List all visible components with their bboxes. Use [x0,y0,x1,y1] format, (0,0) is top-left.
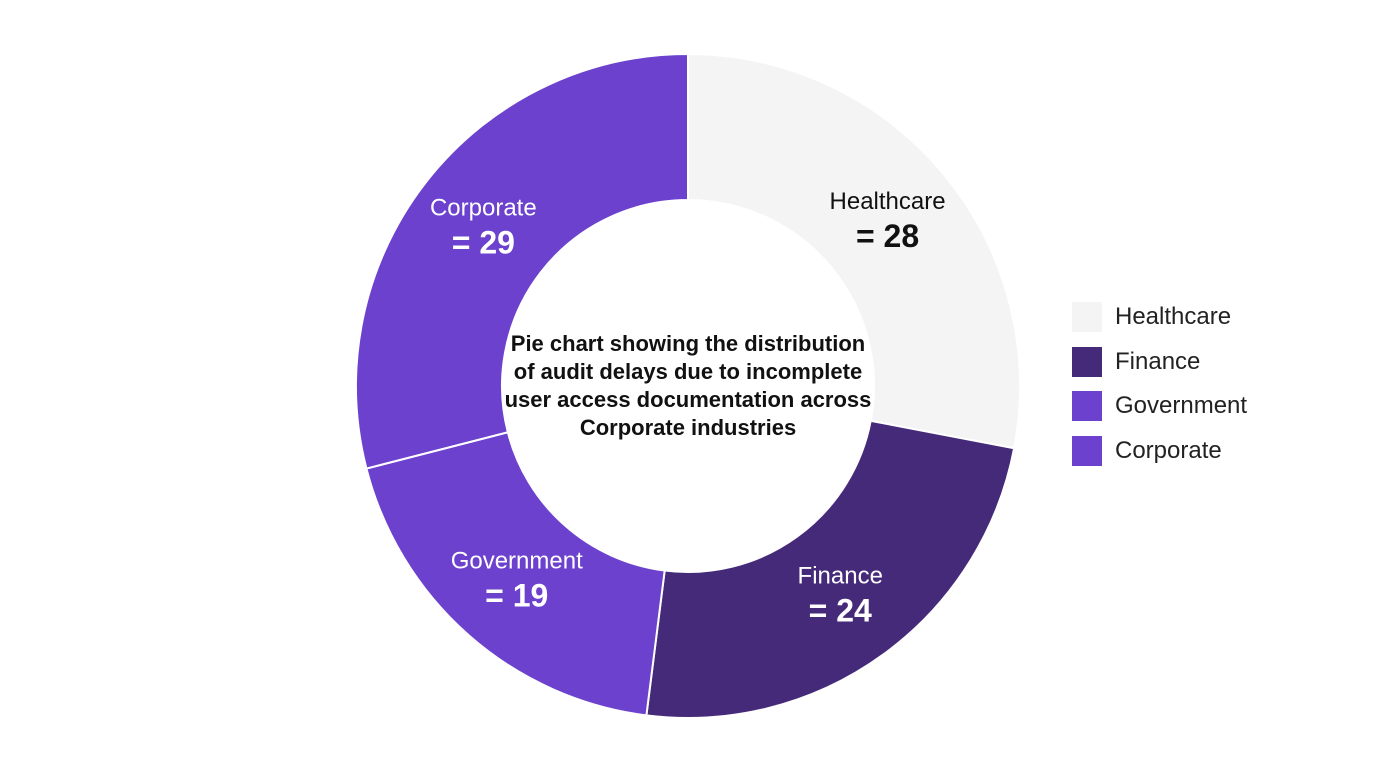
slice-label-name-healthcare: Healthcare [830,188,946,215]
chart-title: Pie chart showing the distribution of au… [504,331,872,440]
donut-slices [355,52,1021,719]
legend-item-corporate: Corporate [1072,435,1362,466]
slice-label-value-healthcare: = 28 [856,218,919,254]
slice-label-value-finance: = 24 [809,593,872,629]
slice-label-name-finance: Finance [798,563,883,590]
slice-label-value-government: = 19 [485,577,548,613]
slice-finance [645,419,1016,719]
legend-swatch-healthcare [1072,302,1102,332]
legend-label-corporate: Corporate [1115,436,1222,464]
legend-swatch-corporate [1072,435,1102,466]
legend-swatch-government [1072,391,1102,421]
chart-legend: Healthcare Finance Government Corporate [1072,302,1362,480]
legend-item-government: Government [1072,391,1362,421]
slice-label-name-government: Government [451,547,583,574]
slice-corporate [355,52,689,470]
legend-item-healthcare: Healthcare [1072,302,1362,332]
legend-label-government: Government [1115,392,1248,419]
slice-label-value-corporate: = 29 [452,224,515,260]
slice-label-name-corporate: Corporate [430,194,537,221]
slice-healthcare [687,52,1021,450]
legend-label-finance: Finance [1115,347,1201,375]
slice-government [365,431,666,717]
legend-item-finance: Finance [1072,346,1362,377]
donut-slice-labels: Healthcare = 28 Finance = 24 Government = 19 C… [430,188,946,629]
legend-label-healthcare: Healthcare [1115,303,1232,330]
legend-swatch-finance [1072,346,1102,377]
